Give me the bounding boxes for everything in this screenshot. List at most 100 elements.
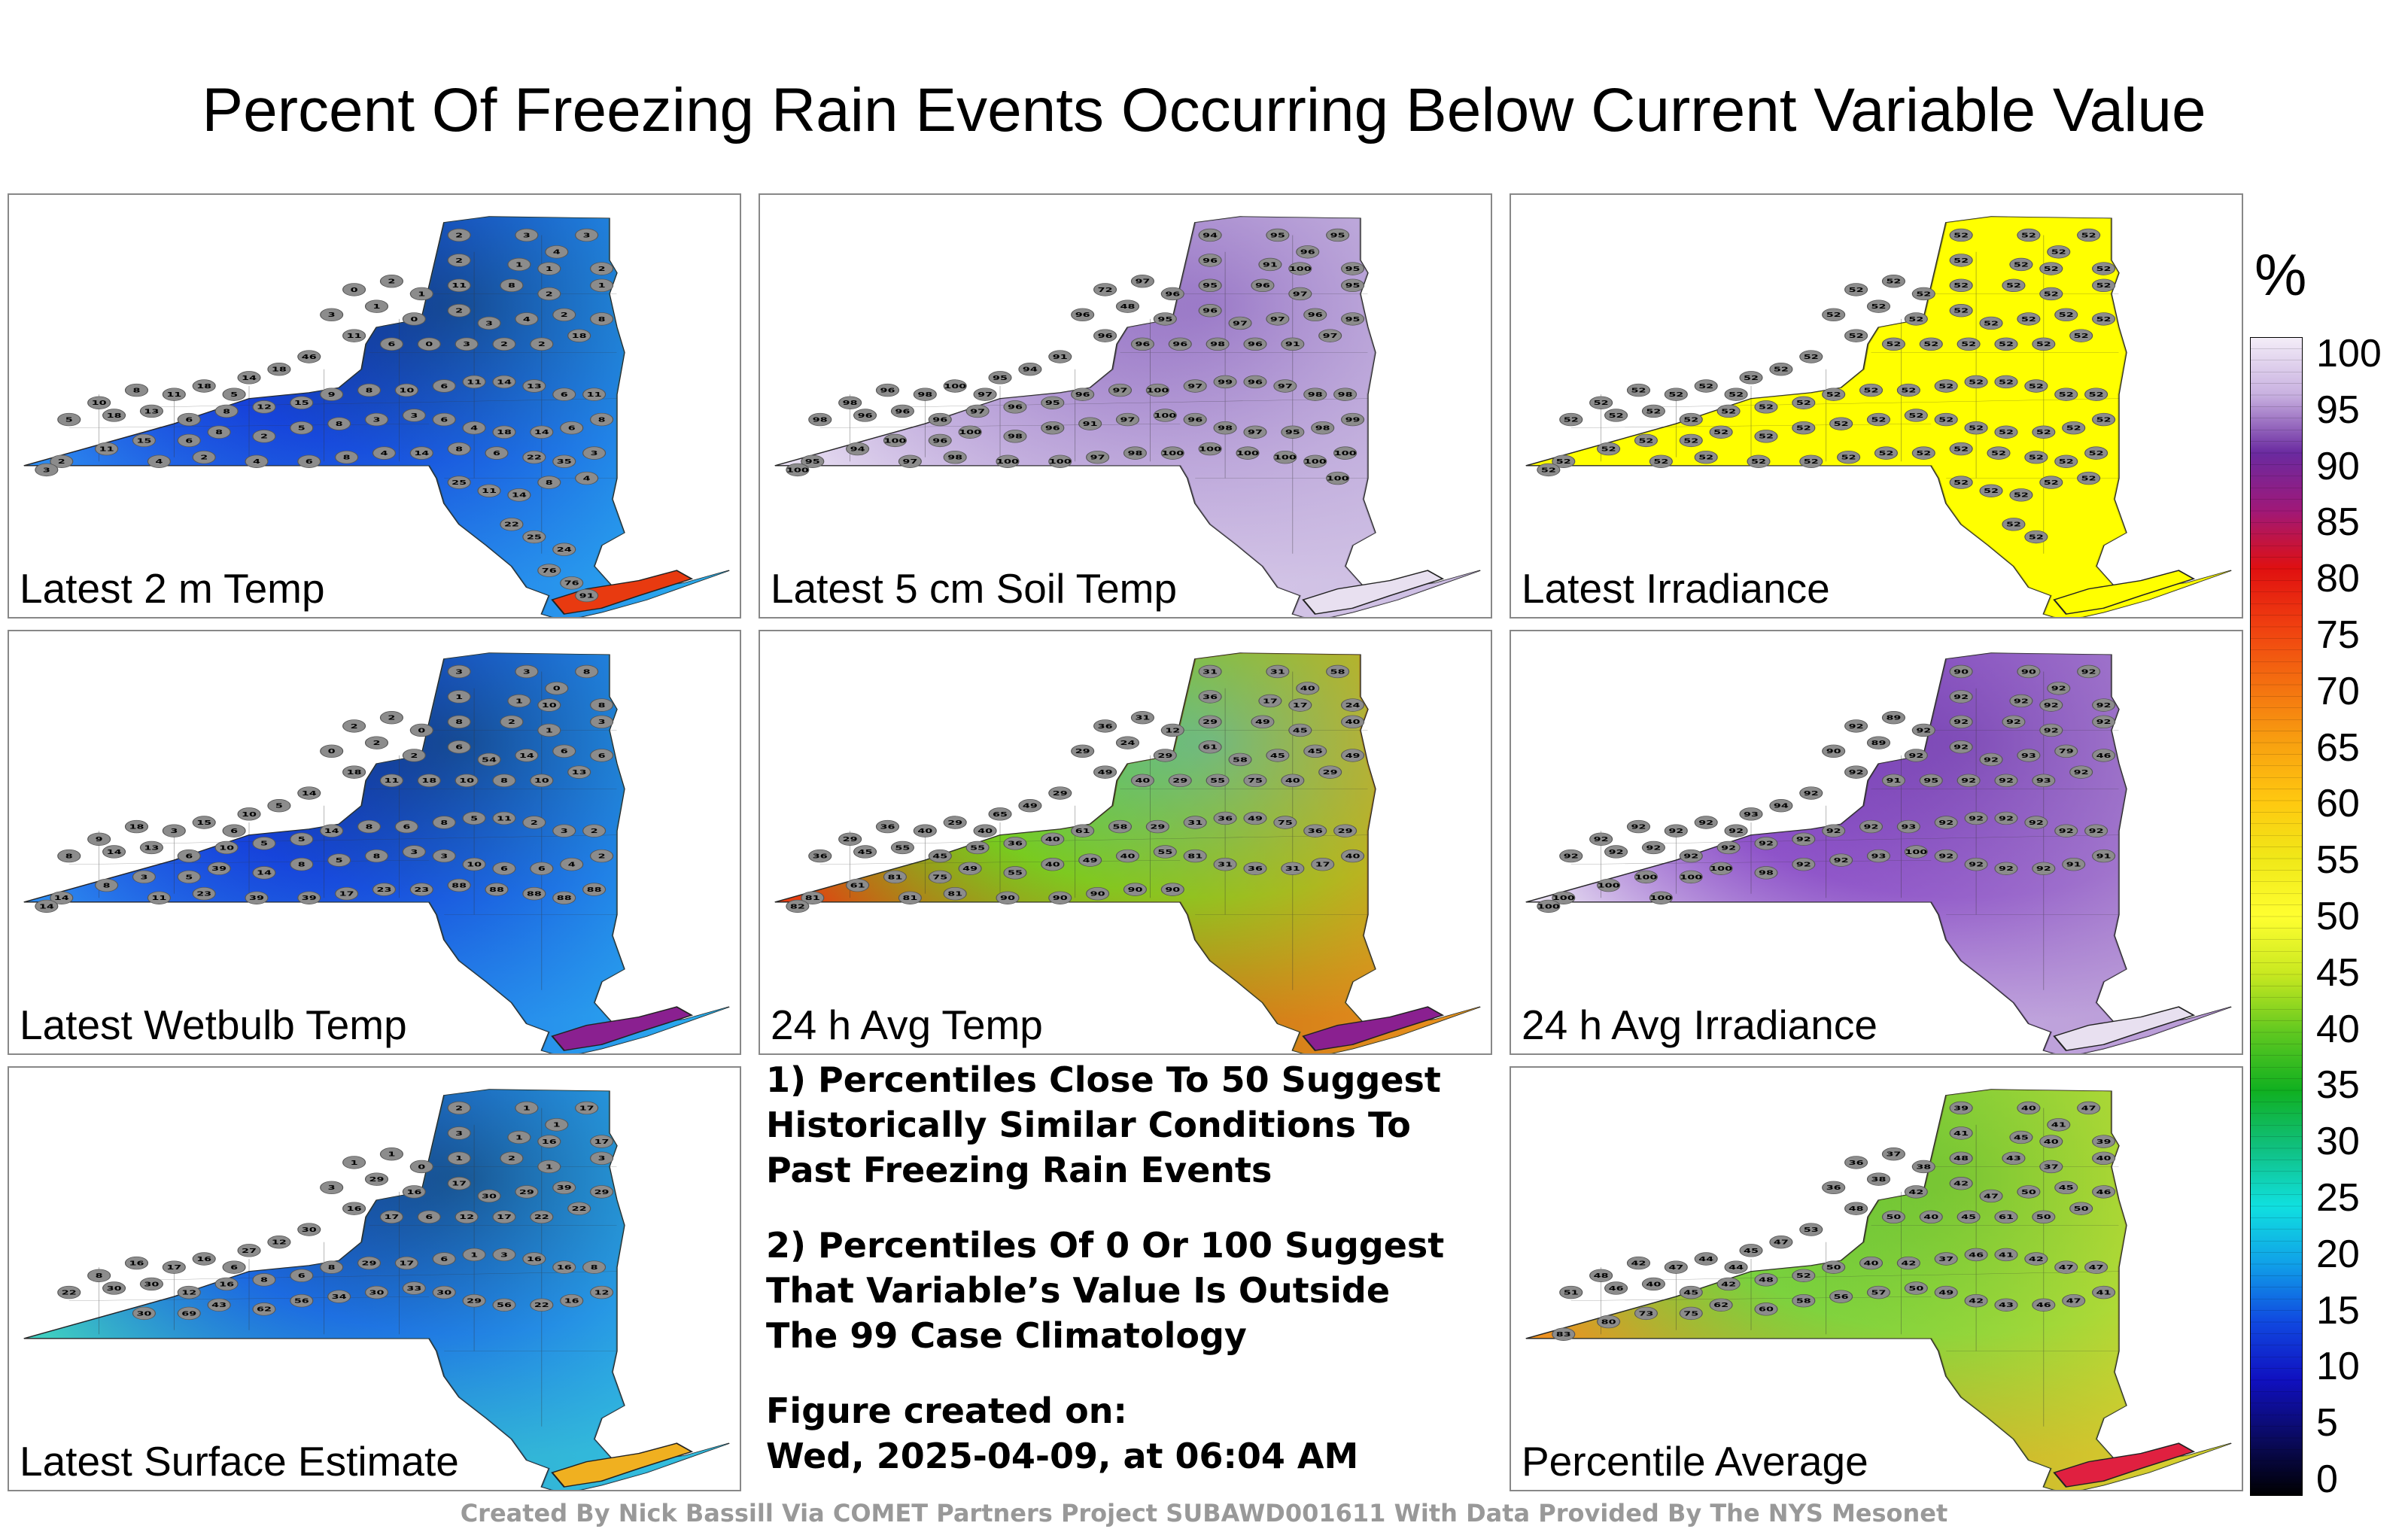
map-panel-irradiance: 52 52 52 52 52 52 52 52 52 52 52 52 52 52 52 52 52 52 52 52… <box>1510 193 2243 619</box>
station-value: 36 <box>1849 1159 1864 1166</box>
station-dot <box>875 819 900 834</box>
station-dot <box>1552 891 1576 904</box>
station-value: 52 <box>2089 449 2104 457</box>
station-value: 100 <box>1199 445 1221 453</box>
station-value: 98 <box>1308 391 1323 398</box>
station-value: 100 <box>944 382 966 390</box>
station-value: 18 <box>272 366 287 373</box>
station-value: 47 <box>2066 1297 2081 1305</box>
station-dot <box>1198 278 1222 293</box>
station-value: 12 <box>1165 727 1180 734</box>
station-value: 100 <box>1049 458 1072 466</box>
station-dot <box>2084 1260 2109 1274</box>
station-dot <box>1333 388 1358 401</box>
station-value: 12 <box>181 1289 196 1296</box>
state-map: 31 31 58 36 40 17 17 24 36 31 12 29 49 45 40 29 24 29 61 58… <box>774 652 1481 1053</box>
station-dot <box>402 1281 426 1295</box>
station-dot <box>492 811 516 825</box>
station-value: 1 <box>553 1121 561 1129</box>
station-dot <box>1093 765 1117 779</box>
station-dot <box>1911 446 1935 460</box>
station-value: 39 <box>557 1184 572 1192</box>
station-value: 5 <box>336 856 343 864</box>
station-value: 18 <box>129 823 144 831</box>
station-value: 3 <box>463 341 470 348</box>
station-value: 46 <box>2036 1302 2051 1309</box>
station-value: 61 <box>1202 743 1218 751</box>
station-dot <box>1956 1210 1981 1223</box>
station-value: 18 <box>572 332 587 339</box>
station-dot <box>530 862 554 875</box>
station-value: 39 <box>211 865 227 873</box>
station-dot <box>447 304 471 318</box>
station-dot <box>801 891 825 904</box>
station-dot <box>2039 287 2063 301</box>
station-value: 88 <box>527 890 542 898</box>
station-dot <box>327 1290 351 1303</box>
station-value: 96 <box>1300 248 1315 256</box>
station-value: 55 <box>970 844 985 852</box>
station-value: 39 <box>249 895 264 902</box>
station-value: 5 <box>65 416 73 424</box>
station-value: 96 <box>1187 416 1202 424</box>
station-dot <box>1844 329 1868 342</box>
station-value: 5 <box>470 815 478 822</box>
station-value: 97 <box>1135 278 1150 285</box>
station-dot <box>1318 329 1342 342</box>
long-island <box>551 1442 694 1488</box>
station-value: 81 <box>887 874 902 881</box>
station-dot <box>1949 476 1973 489</box>
station-dot <box>1251 278 1275 293</box>
station-dot <box>139 404 163 418</box>
station-value: 92 <box>1698 819 1713 826</box>
station-value: 14 <box>519 752 534 759</box>
station-value: 29 <box>1172 777 1187 785</box>
station-value: 42 <box>1901 1260 1916 1267</box>
station-value: 96 <box>1045 424 1060 432</box>
station-dot <box>2017 1185 2041 1199</box>
station-value: 96 <box>1075 391 1090 398</box>
station-value: 3 <box>328 312 336 319</box>
station-value: 100 <box>1334 449 1357 457</box>
station-dot <box>2039 1135 2063 1148</box>
station-value: 52 <box>1796 400 1811 407</box>
station-value: 12 <box>257 403 272 411</box>
station-value: 52 <box>1999 429 2014 436</box>
station-value: 43 <box>2006 1155 2021 1163</box>
station-value: 52 <box>2096 315 2112 323</box>
station-dot <box>567 765 591 779</box>
station-dot <box>560 858 584 871</box>
station-value: 14 <box>107 848 122 856</box>
station-dot <box>477 484 501 497</box>
station-value: 92 <box>1796 836 1811 843</box>
panel-label: 24 h Avg Temp <box>771 1002 1043 1048</box>
station-value: 8 <box>298 861 306 868</box>
station-value: 97 <box>1187 382 1202 390</box>
station-value: 4 <box>155 458 163 466</box>
station-value: 11 <box>482 488 497 495</box>
station-value: 52 <box>1646 408 1661 415</box>
station-dot <box>590 698 614 712</box>
station-dot <box>943 887 967 901</box>
station-value: 92 <box>1759 840 1774 847</box>
station-value: 8 <box>215 429 223 436</box>
station-dot <box>1183 412 1207 427</box>
station-dot <box>492 862 516 875</box>
station-value: 22 <box>534 1302 549 1309</box>
station-dot <box>1956 774 1981 787</box>
station-dot <box>575 1101 599 1115</box>
station-value: 100 <box>1710 865 1732 873</box>
station-dot <box>102 409 126 422</box>
station-value: 52 <box>1713 429 1728 436</box>
station-value: 2 <box>455 232 463 239</box>
station-value: 42 <box>2029 1255 2044 1263</box>
station-value: 3 <box>591 449 598 457</box>
station-dot <box>447 442 471 456</box>
station-dot <box>1115 299 1140 313</box>
station-dot <box>1108 383 1133 397</box>
station-value: 14 <box>497 378 512 386</box>
station-value: 90 <box>1165 886 1180 893</box>
station-value: 91 <box>2096 853 2112 860</box>
station-value: 52 <box>2089 391 2104 398</box>
